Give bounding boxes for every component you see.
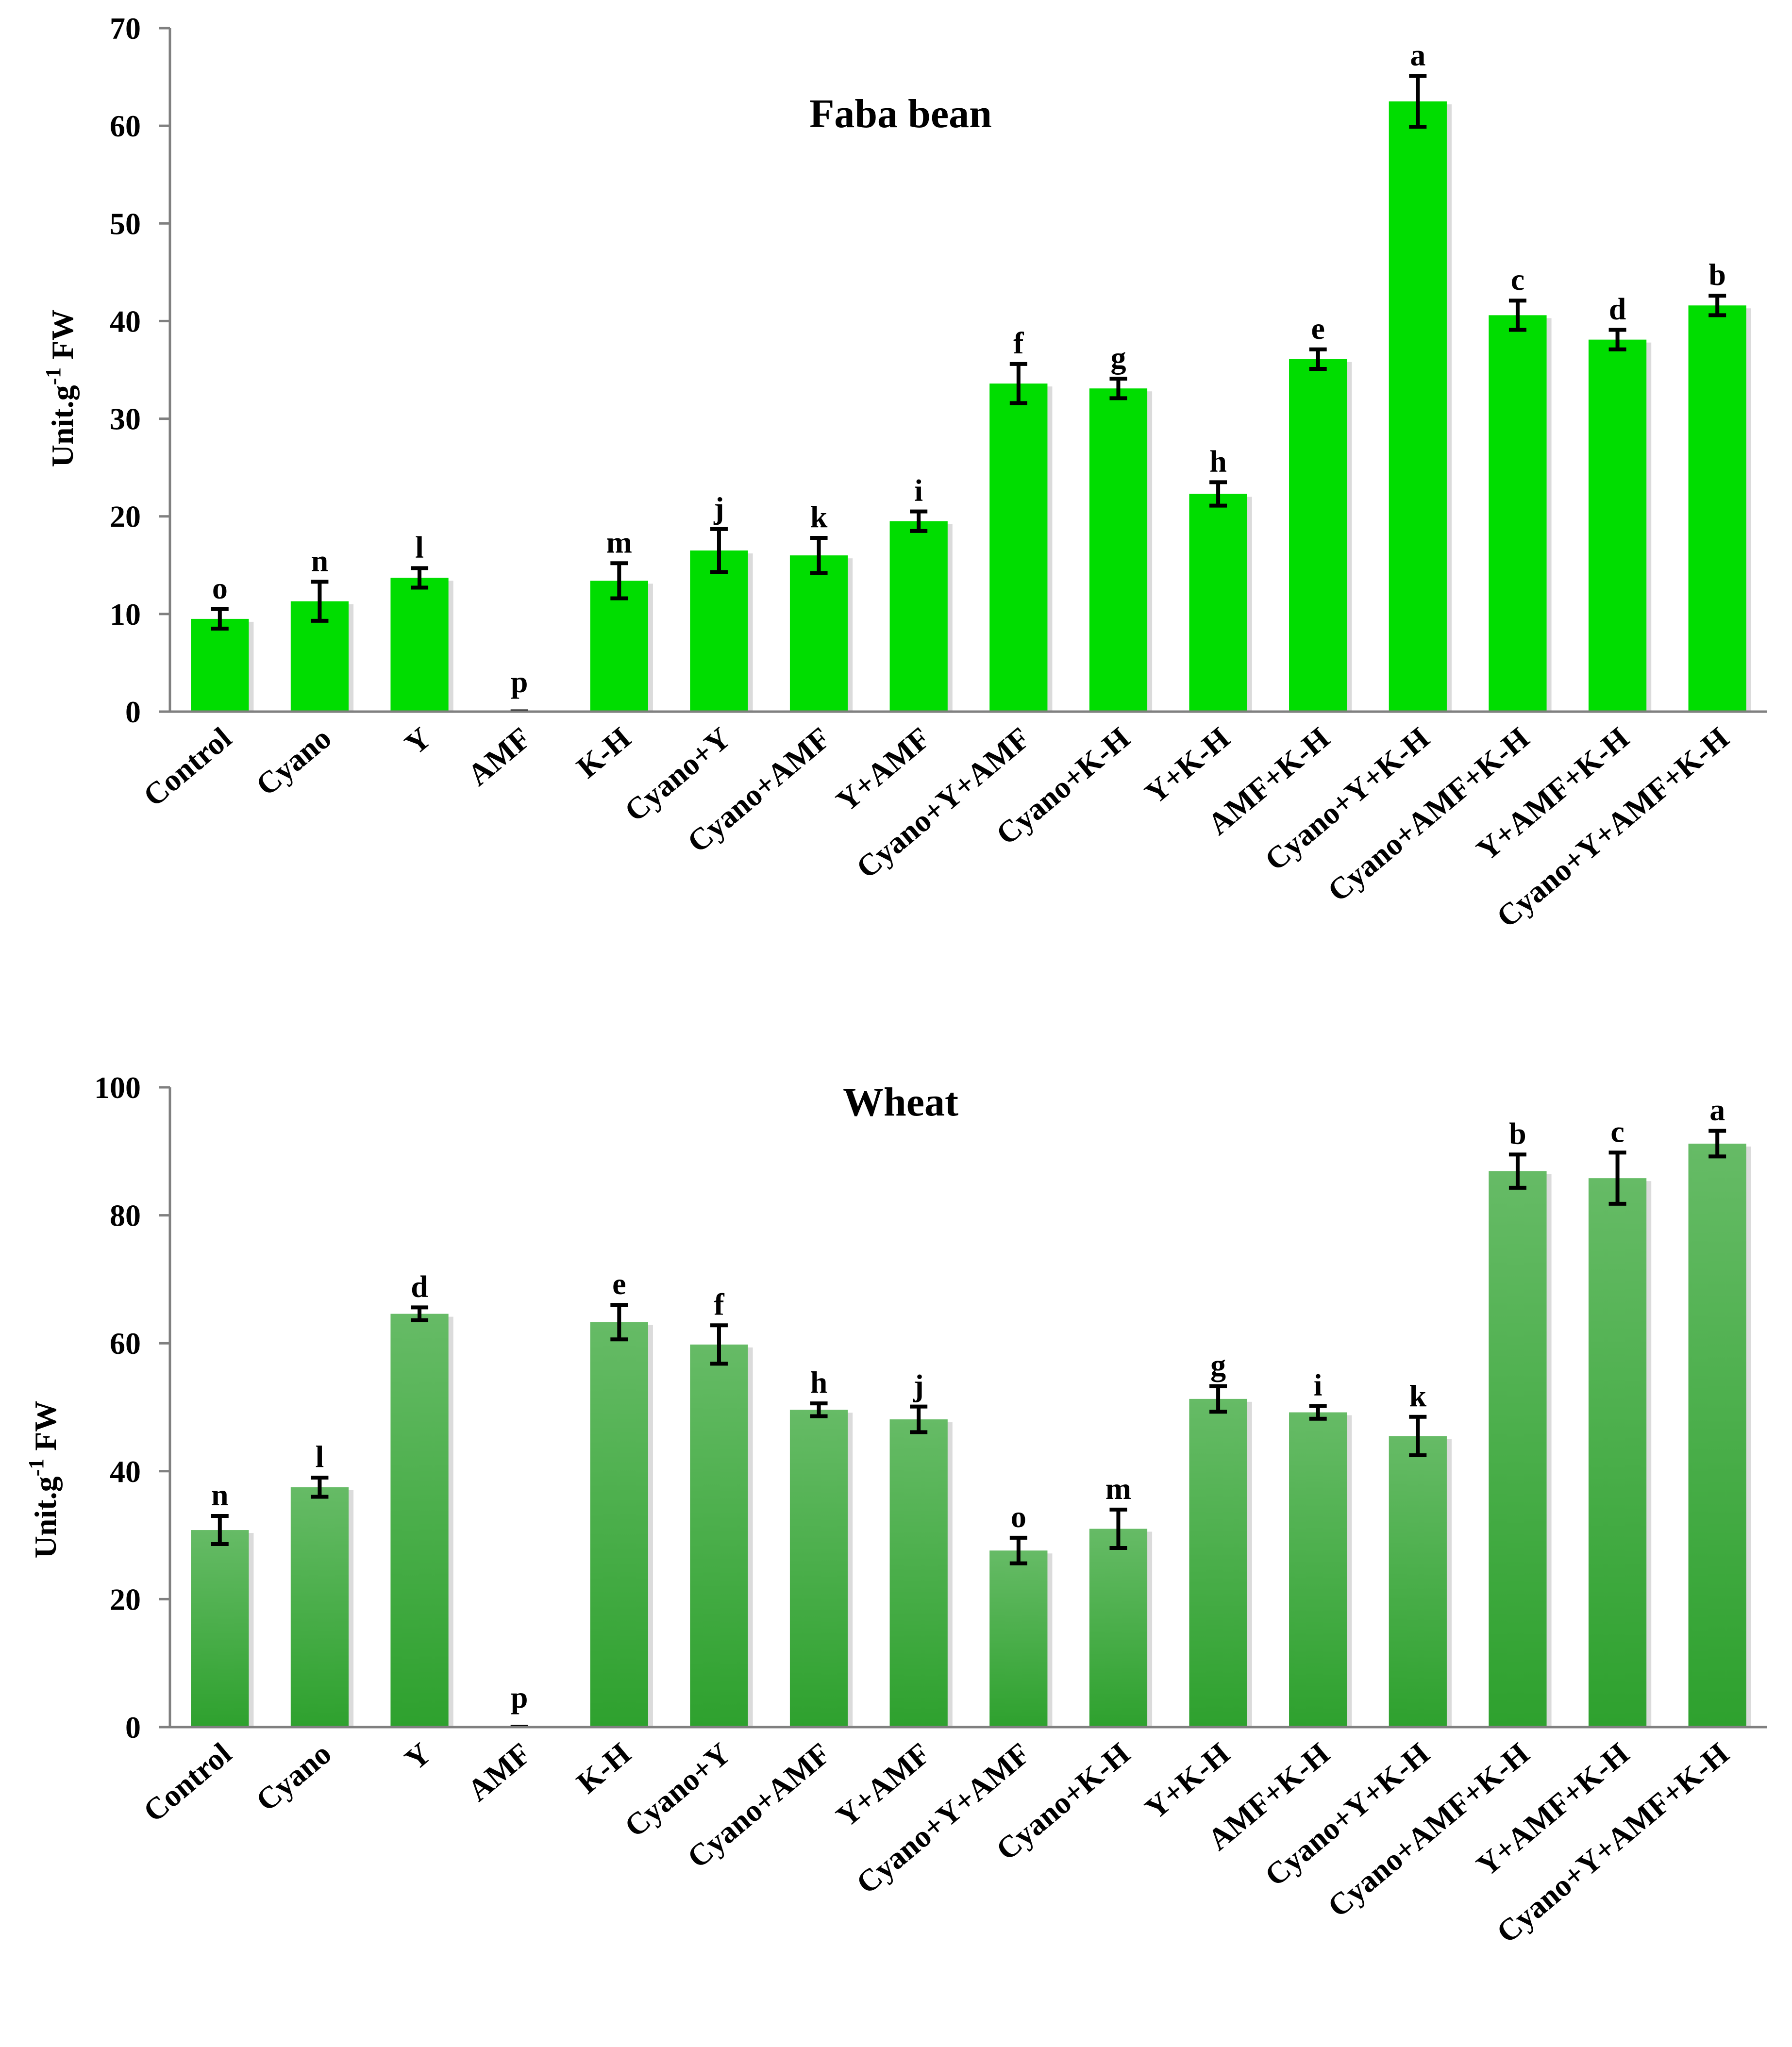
wheat-bar [1089,1529,1148,1727]
faba-significance-letter: m [606,525,632,559]
faba-y-axis-label: Unit.g-1 FW [41,310,80,467]
faba-bar [390,578,449,712]
wheat-y-tick-label: 20 [110,1582,141,1616]
wheat-bar [1489,1171,1547,1727]
faba-significance-letter: j [713,491,724,525]
wheat-significance-letter: f [714,1287,724,1321]
faba-bar [889,521,948,712]
faba-bar [1089,388,1148,712]
faba-significance-letter: a [1410,38,1425,72]
faba-significance-letter: o [212,571,228,605]
wheat-category-label: Cyano+Y+AMF [850,1736,1037,1900]
wheat-significance-letter: j [913,1368,924,1403]
faba-chart-title: Faba bean [809,91,992,136]
faba-significance-letter: k [810,499,828,534]
wheat-y-tick-label: 40 [110,1454,141,1489]
faba-bar [789,555,848,712]
wheat-y-tick-label: 80 [110,1198,141,1233]
faba-category-label: Cyano [250,720,338,802]
wheat-y-tick-label: 60 [110,1326,141,1361]
wheat-category-label: Cyano+Y+K-H [1258,1736,1436,1893]
wheat-significance-letter: m [1105,1471,1131,1506]
faba-y-tick-label: 0 [125,695,141,729]
wheat-significance-letter: o [1011,1499,1026,1534]
faba-bar [690,550,748,712]
wheat-significance-letter: g [1210,1348,1226,1382]
wheat-bar [1289,1412,1347,1727]
wheat-category-label: Control [137,1736,238,1829]
faba-category-label: Control [137,720,238,813]
faba-significance-letter: d [1609,292,1626,326]
wheat-bar [989,1550,1048,1727]
wheat-significance-letter: d [411,1269,428,1303]
wheat-bar [789,1410,848,1727]
faba-significance-letter: e [1311,311,1324,346]
faba-significance-letter: c [1511,262,1524,297]
wheat-significance-letter: n [211,1478,229,1512]
wheat-bar [889,1419,948,1727]
faba-bar [1688,305,1746,712]
faba-y-tick-label: 40 [110,304,141,338]
wheat-chart-title: Wheat [843,1080,958,1125]
wheat-significance-letter: b [1509,1116,1526,1150]
wheat-bar [690,1344,748,1727]
wheat-category-label: Y [398,1736,437,1777]
wheat-y-tick-label: 100 [94,1070,141,1105]
faba-bar [1588,339,1647,712]
wheat-y-tick-label: 0 [125,1710,141,1745]
faba-y-tick-label: 20 [110,499,141,534]
faba-category-label: K-H [570,720,637,784]
wheat-bar [1688,1143,1746,1727]
faba-y-tick-label: 10 [110,597,141,632]
wheat-category-label: Y+K-H [1138,1736,1236,1826]
wheat-category-label: Cyano [250,1736,338,1818]
wheat-significance-letter: k [1409,1379,1427,1413]
wheat-significance-letter: i [1314,1367,1323,1402]
wheat-bar [390,1314,449,1727]
wheat-y-axis-label: Unit.g-1 FW [24,1401,63,1559]
wheat-category-label: AMF [461,1736,537,1808]
wheat-bar [1588,1178,1647,1727]
wheat-bar [590,1322,648,1727]
faba-significance-letter: g [1110,340,1126,375]
faba-category-label: Cyano+Y+K-H [1258,720,1436,877]
faba-bar [1189,494,1247,712]
wheat-chart: Wheat Unit.g-1 FW 0 20 40 60 80 100 n l d p e f h j o… [24,1070,1767,1949]
wheat-bar [290,1487,349,1727]
faba-category-label: AMF [461,720,537,792]
wheat-significance-letter: h [810,1365,828,1399]
faba-bar [989,383,1048,712]
wheat-significance-letter: a [1709,1093,1725,1127]
wheat-significance-letter: p [511,1680,528,1714]
faba-significance-letter: b [1708,257,1726,292]
wheat-bar [1389,1436,1447,1727]
faba-significance-letter: f [1013,326,1024,360]
faba-significance-letter: h [1209,444,1227,478]
faba-bar [590,581,648,712]
faba-y-tick-label: 60 [110,109,141,143]
faba-bean-chart: Faba bean Unit.g-1 FW 0 10 20 30 40 50 60 70 o n… [41,11,1767,934]
faba-significance-letter: p [511,665,528,699]
wheat-bar [1189,1398,1247,1727]
wheat-significance-letter: c [1610,1114,1624,1148]
wheat-bar [191,1530,249,1727]
faba-y-tick-label: 30 [110,402,141,436]
faba-significance-letter: i [914,473,923,508]
faba-bar [1389,101,1447,712]
wheat-significance-letter: l [316,1439,324,1474]
wheat-significance-letter: e [612,1266,626,1301]
faba-significance-letter: n [311,543,329,578]
faba-bar [191,618,249,712]
wheat-category-label: K-H [570,1736,637,1800]
faba-bar [1489,315,1547,712]
faba-bar [1289,359,1347,712]
faba-y-tick-label: 50 [110,206,141,241]
faba-category-label: Y [398,720,437,761]
faba-y-tick-label: 70 [110,11,141,46]
faba-category-label: Cyano+Y+AMF [850,720,1037,885]
faba-significance-letter: l [415,530,424,564]
faba-category-label: Y+K-H [1138,720,1236,810]
